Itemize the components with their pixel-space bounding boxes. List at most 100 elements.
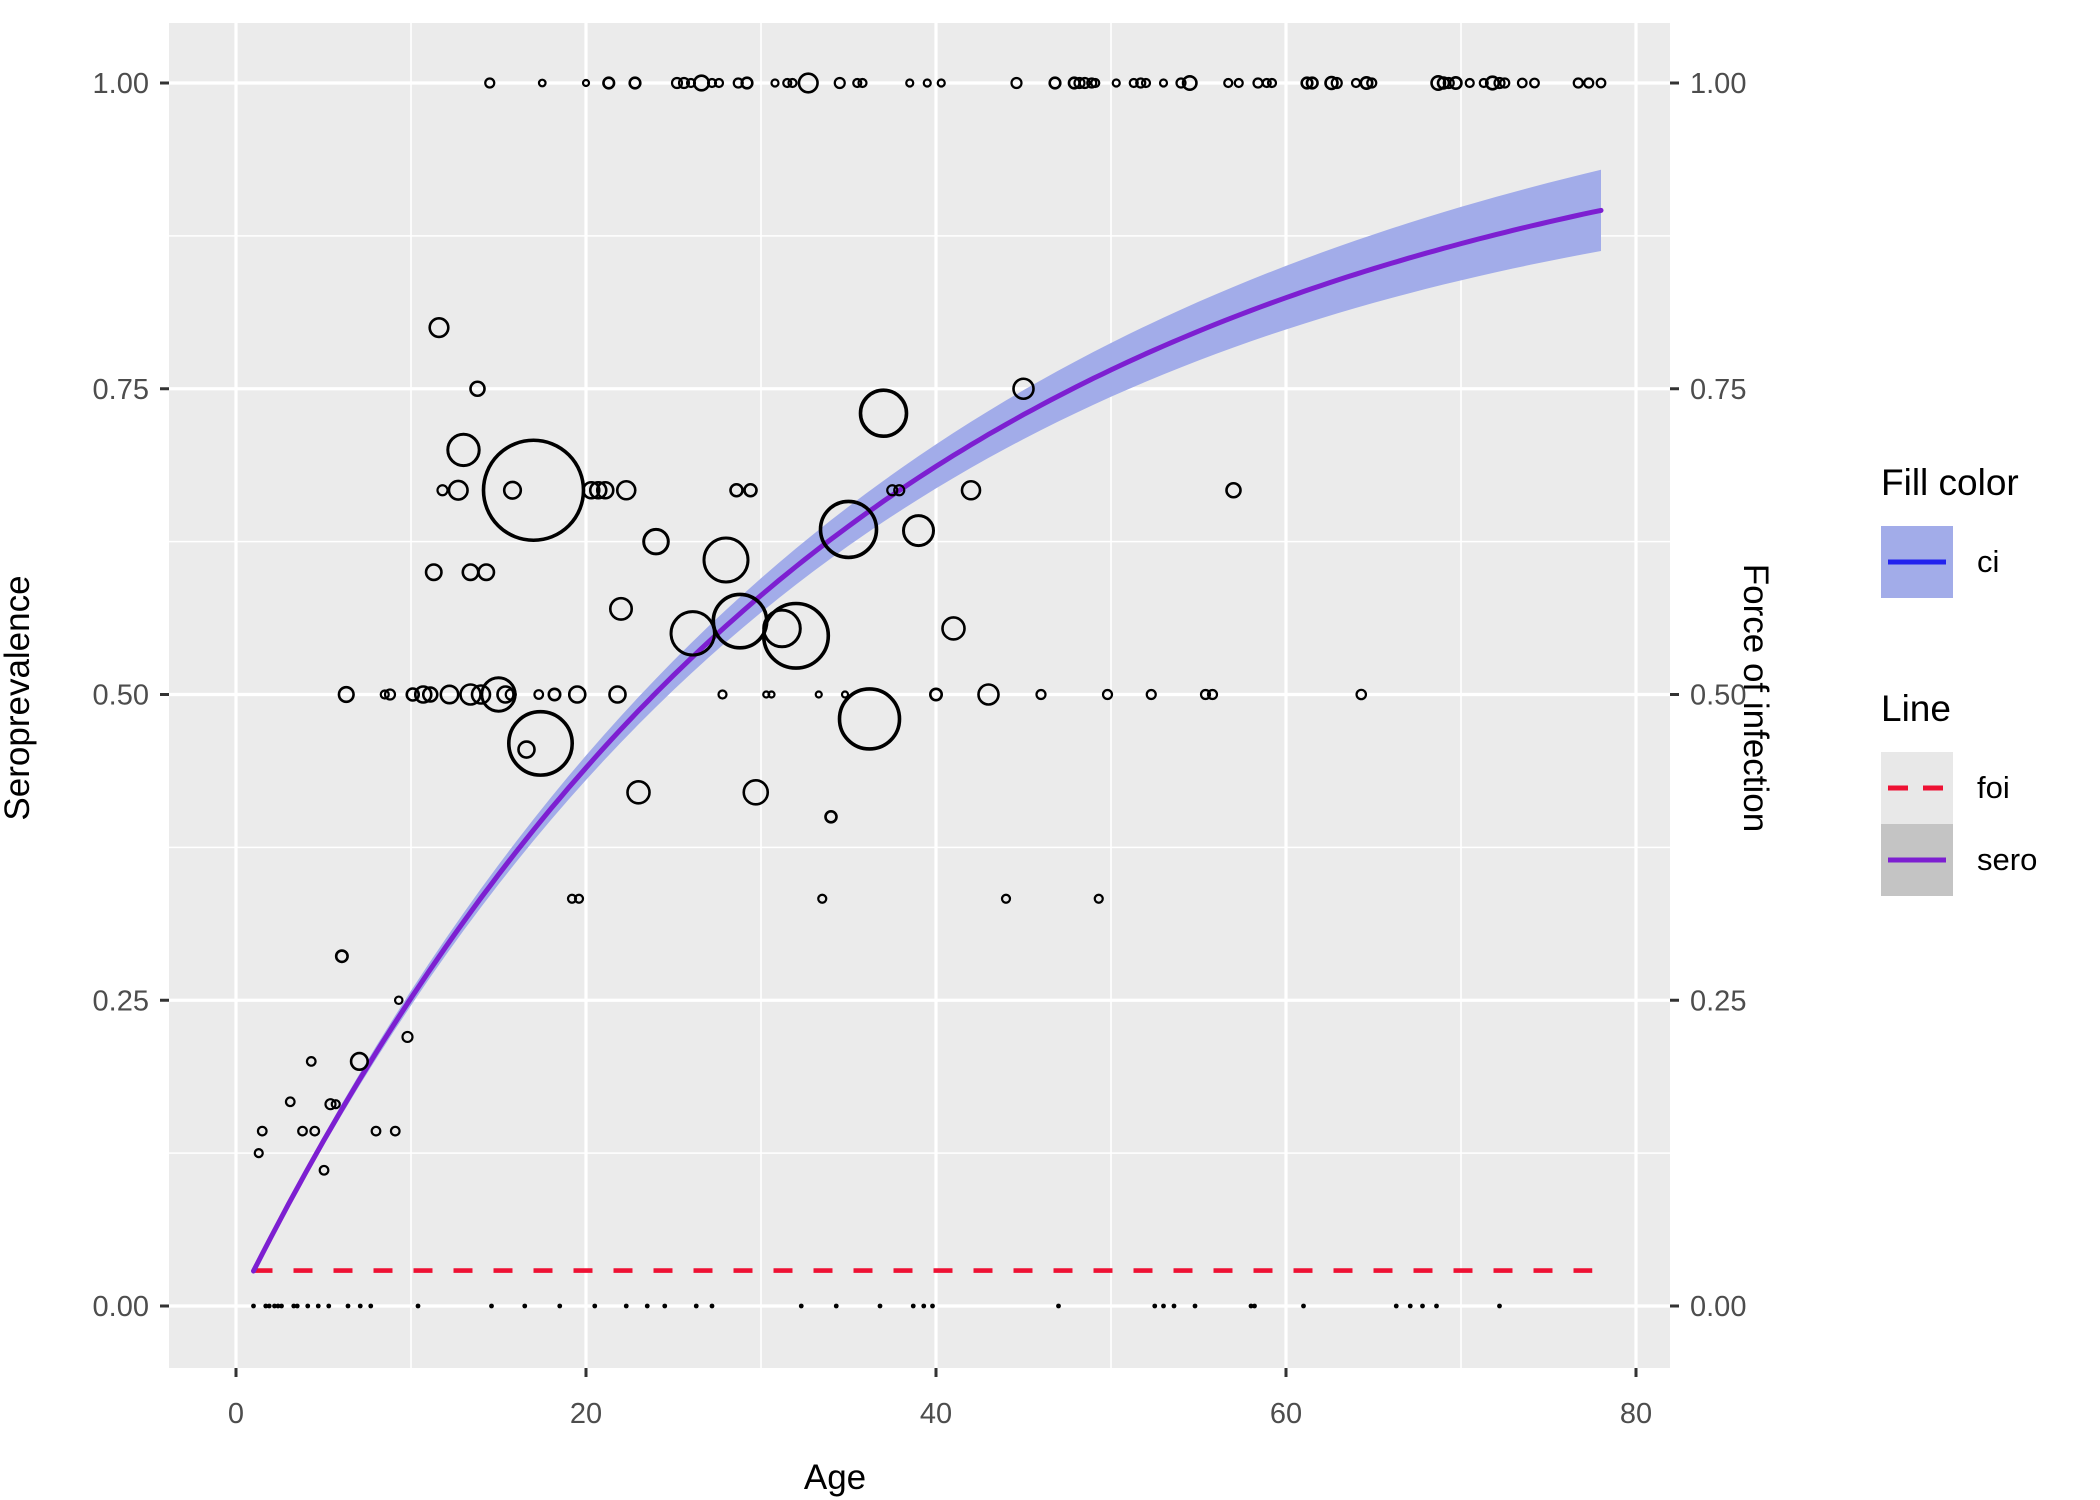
bubble	[393, 995, 404, 1006]
y-right-tick-label: 0.00	[1690, 1291, 1746, 1323]
bubble	[626, 780, 651, 805]
bubble	[833, 76, 846, 90]
bubble	[401, 1030, 414, 1044]
zero-dot	[345, 1303, 351, 1309]
bubble	[1583, 77, 1595, 89]
bubble	[284, 1096, 296, 1108]
bubble	[615, 479, 637, 501]
bubble	[1012, 377, 1035, 401]
bubble	[818, 499, 879, 560]
zero-dot	[266, 1303, 272, 1309]
bubble	[740, 76, 754, 90]
bubble	[337, 685, 355, 704]
bubble	[628, 76, 642, 90]
bubble	[256, 1125, 268, 1137]
bubble	[595, 480, 615, 500]
bubble	[547, 687, 562, 702]
bubble	[1223, 77, 1234, 89]
bubble	[1175, 77, 1187, 89]
bubble	[309, 1125, 321, 1137]
y-left-tick-label: 0.50	[93, 680, 149, 712]
zero-dot	[623, 1303, 629, 1309]
zero-dot	[1407, 1303, 1413, 1309]
bubble	[852, 77, 863, 89]
bubble	[484, 77, 496, 89]
bubble	[588, 480, 608, 500]
x-tick-label: 60	[1270, 1398, 1302, 1430]
bubble	[496, 685, 515, 704]
bubble	[1478, 77, 1489, 89]
bubble	[533, 689, 545, 700]
bubble	[767, 690, 776, 699]
bubble	[537, 78, 547, 88]
bubble	[447, 479, 469, 501]
bubble	[1101, 688, 1114, 701]
bubble	[608, 685, 627, 704]
bubble	[1158, 78, 1169, 88]
x-tick-label: 0	[228, 1398, 244, 1430]
bubble	[1086, 77, 1098, 89]
bubble	[1225, 481, 1242, 499]
bubble	[383, 688, 397, 701]
bubble	[936, 78, 946, 88]
bubble	[893, 484, 906, 497]
bubble	[1324, 75, 1339, 91]
bubble	[581, 480, 601, 500]
zero-dot	[368, 1303, 374, 1309]
zero-dot	[522, 1303, 528, 1309]
legend-label-sero: sero	[1977, 842, 2038, 877]
x-tick-label: 80	[1620, 1398, 1652, 1430]
x-tick-label: 20	[570, 1398, 602, 1430]
bubble	[782, 77, 793, 89]
zero-dot	[798, 1303, 804, 1309]
bubble	[902, 514, 935, 548]
zero-dot	[910, 1303, 916, 1309]
bubble	[1595, 77, 1607, 89]
bubble	[1010, 76, 1023, 90]
bubble	[1093, 893, 1104, 904]
bubble	[421, 686, 439, 703]
bubble	[840, 690, 850, 699]
bubble	[1464, 77, 1475, 89]
bubble	[797, 72, 819, 94]
bubble	[469, 380, 486, 398]
bubble	[787, 77, 798, 89]
zero-dot	[1393, 1303, 1399, 1309]
bubble	[389, 1125, 401, 1137]
bubble	[858, 388, 909, 439]
bubble	[1199, 688, 1212, 701]
bubble	[334, 949, 349, 964]
bubble	[1090, 77, 1101, 89]
bubble	[602, 76, 616, 90]
bubble	[1516, 77, 1528, 89]
bubble	[729, 482, 744, 498]
y-left-tick-label: 0.25	[93, 985, 149, 1017]
bubble	[405, 687, 421, 702]
bubble	[1206, 688, 1219, 701]
bubble	[379, 689, 390, 700]
legend-fill-title: Fill color	[1881, 462, 2019, 503]
zero-dot	[294, 1303, 300, 1309]
bubble	[446, 432, 481, 468]
zero-dot	[275, 1303, 281, 1309]
zero-dot	[1420, 1303, 1425, 1309]
bubble	[1261, 77, 1272, 89]
bubble	[717, 689, 728, 700]
bubble	[470, 684, 492, 705]
bubble	[1499, 77, 1511, 89]
bubble	[1529, 77, 1540, 89]
bubble	[1000, 893, 1012, 904]
bubble	[1078, 76, 1091, 90]
legend-item-ci: ci	[1881, 526, 2019, 598]
bubble	[814, 690, 823, 699]
bubble	[977, 683, 1000, 706]
bubble	[439, 684, 460, 705]
legend-fill-color: Fill color ci	[1881, 462, 2019, 598]
bubble	[941, 616, 966, 641]
bubble	[504, 688, 517, 701]
bubble	[905, 78, 915, 88]
bubble	[1111, 78, 1121, 88]
bubble	[1359, 76, 1374, 91]
bubble	[324, 1098, 337, 1111]
